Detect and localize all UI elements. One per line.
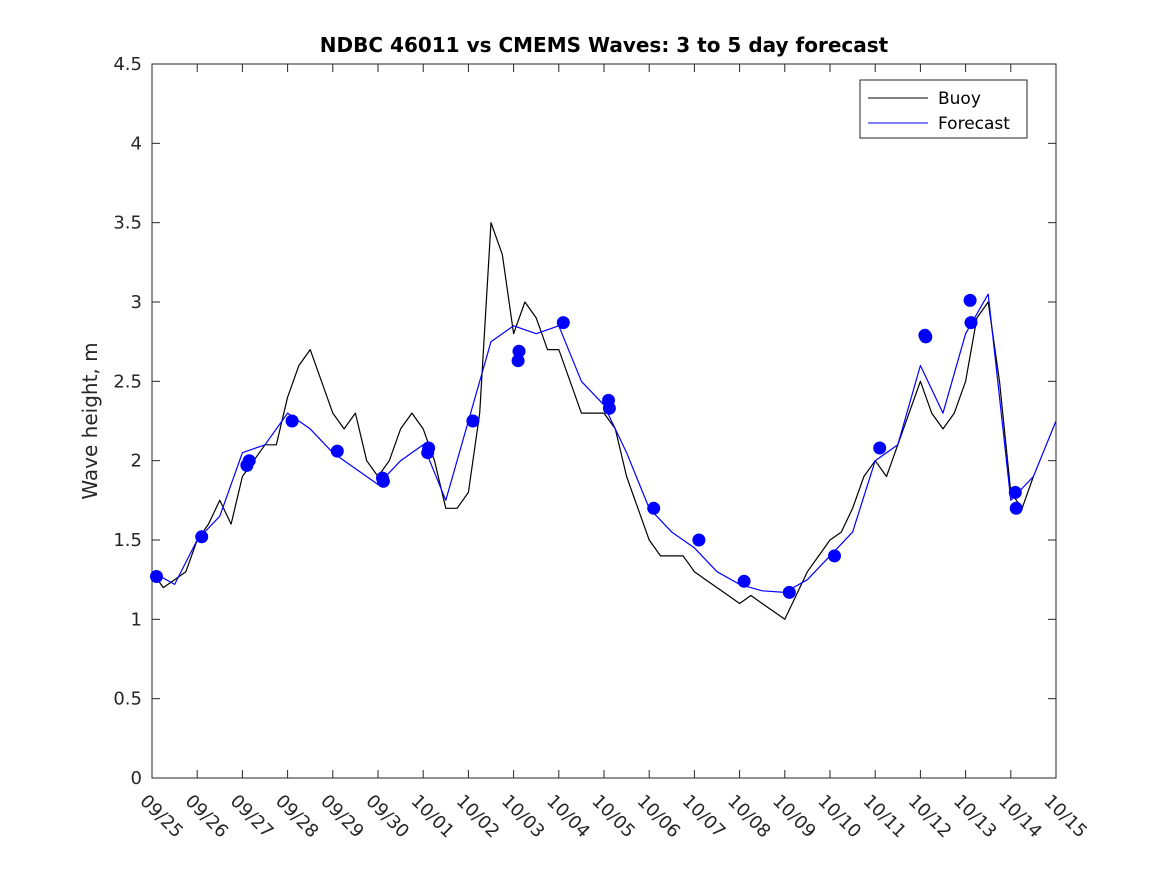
- legend-label-forecast: Forecast: [938, 114, 1010, 134]
- y-tick-label: 2.5: [113, 371, 142, 392]
- forecast-marker: [376, 474, 390, 488]
- forecast-marker: [556, 316, 570, 330]
- forecast-marker: [285, 414, 299, 428]
- legend-box: [859, 79, 1028, 139]
- forecast-marker: [330, 444, 344, 458]
- y-tick-label: 2: [131, 451, 142, 472]
- forecast-marker: [195, 530, 209, 544]
- forecast-marker: [466, 414, 480, 428]
- chart-title: NDBC 46011 vs CMEMS Waves: 3 to 5 day fo…: [320, 33, 889, 57]
- forecast-marker: [737, 574, 751, 588]
- y-tick-label: 4: [131, 133, 142, 154]
- y-tick-label: 4.5: [113, 54, 142, 75]
- y-tick-label: 1.5: [113, 530, 142, 551]
- forecast-marker: [963, 293, 977, 307]
- y-tick-label: 1: [131, 609, 142, 630]
- legend-label-buoy: Buoy: [938, 89, 981, 109]
- y-axis: 0 0.5 1 1.5 2 2.5 3 3.5 4 4.5: [113, 54, 1056, 789]
- forecast-marker: [511, 354, 525, 368]
- forecast-marker: [782, 585, 796, 599]
- forecast-marker: [602, 401, 616, 415]
- forecast-marker: [422, 441, 436, 455]
- y-tick-label: 0: [131, 768, 142, 789]
- y-tick-label: 3: [131, 292, 142, 313]
- forecast-marker: [512, 344, 526, 358]
- plot-area: [151, 63, 1057, 779]
- legend: Buoy Forecast: [859, 79, 1028, 139]
- forecast-marker: [647, 501, 661, 515]
- forecast-marker: [150, 570, 163, 583]
- y-axis-label: Wave height, m: [78, 342, 102, 499]
- y-tick-label: 3.5: [113, 213, 142, 234]
- forecast-marker: [242, 454, 256, 468]
- forecast-marker: [828, 549, 841, 563]
- forecast-marker: [873, 441, 887, 455]
- forecast-markers: [150, 293, 1023, 599]
- series-line-buoy: [151, 222, 1034, 620]
- forecast-marker: [692, 533, 706, 547]
- forecast-marker: [1008, 485, 1022, 499]
- forecast-marker: [1009, 501, 1023, 515]
- forecast-marker: [964, 316, 978, 330]
- y-tick-label: 0.5: [113, 689, 142, 710]
- forecast-marker: [919, 330, 933, 344]
